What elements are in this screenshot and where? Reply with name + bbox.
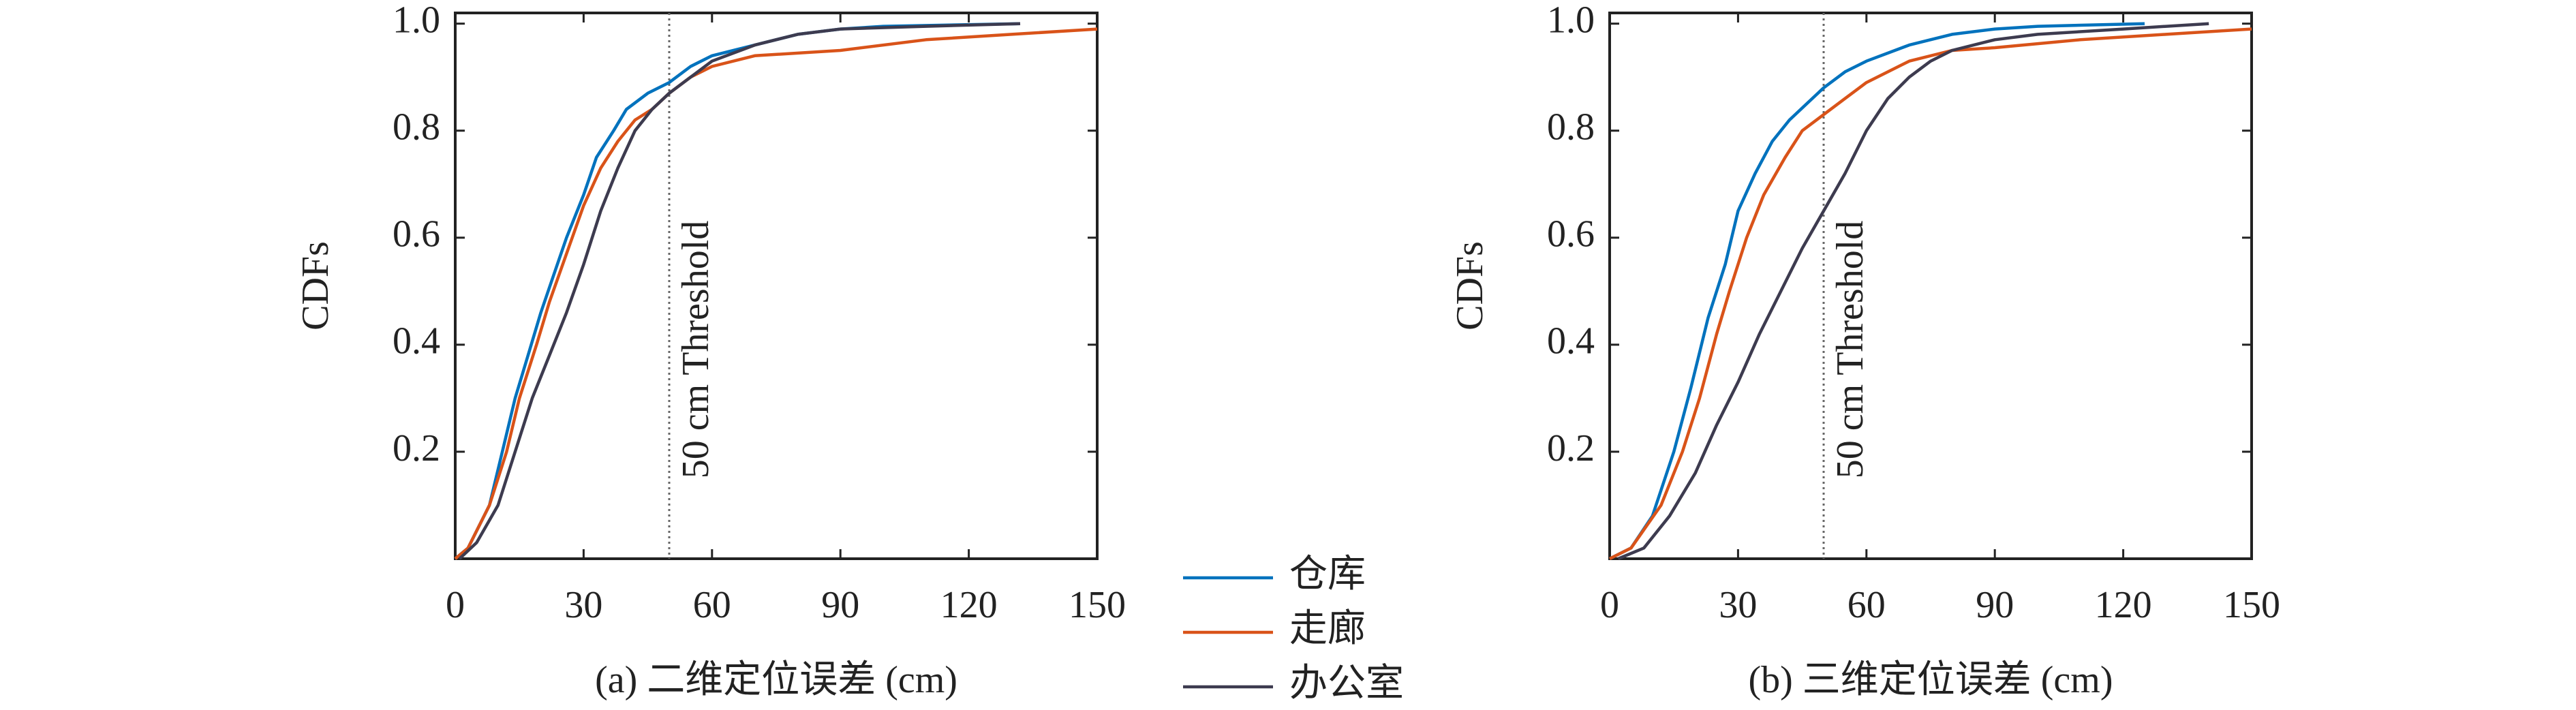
y-tick-label: 0.4 [1547,320,1595,362]
x-tick-label: 30 [564,584,602,626]
y-tick-label: 0.2 [1547,427,1595,469]
cdf-line [454,22,1021,560]
y-tick-label: 1.0 [1547,0,1595,42]
legend-label: 办公室 [1289,662,1404,705]
y-tick-label: 0.8 [393,106,440,149]
plot-frame [454,12,1099,560]
x-axis-label: (a) 二维定位误差 (cm) [595,659,957,701]
y-tick-label: 0.8 [1547,106,1595,149]
threshold-annotation: 50 cm Threshold [1829,221,1871,478]
y-tick-label: 0.2 [393,427,440,469]
cdf-line [1608,27,2252,561]
y-tick-label: 0.6 [393,213,440,256]
y-axis-label: CDFs [1449,241,1491,330]
y-tick-label: 1.0 [393,0,440,42]
x-tick-label: 90 [821,584,859,626]
cdf-line [454,27,1098,560]
x-axis-label: (b) 三维定位误差 (cm) [1748,659,2113,701]
cdf-line [1617,22,2209,561]
legend-label: 走廊 [1289,608,1366,650]
x-tick-label: 60 [1847,584,1886,626]
x-tick-label: 120 [2095,584,2152,626]
x-tick-label: 150 [1069,584,1126,626]
legend-label: 仓库 [1289,553,1366,596]
x-tick-label: 90 [1976,584,2014,626]
threshold-annotation: 50 cm Threshold [675,221,717,478]
x-tick-label: 0 [446,584,465,626]
x-tick-label: 60 [693,584,731,626]
cdf-line [458,22,1021,560]
y-tick-label: 0.4 [393,320,440,362]
x-tick-label: 0 [1600,584,1619,626]
x-tick-label: 30 [1719,584,1757,626]
x-tick-label: 120 [940,584,998,626]
plot-frame [1608,12,2253,560]
y-axis-label: CDFs [294,241,337,330]
x-tick-label: 150 [2223,584,2280,626]
y-tick-label: 0.6 [1547,213,1595,256]
cdf-line [1608,22,2145,561]
